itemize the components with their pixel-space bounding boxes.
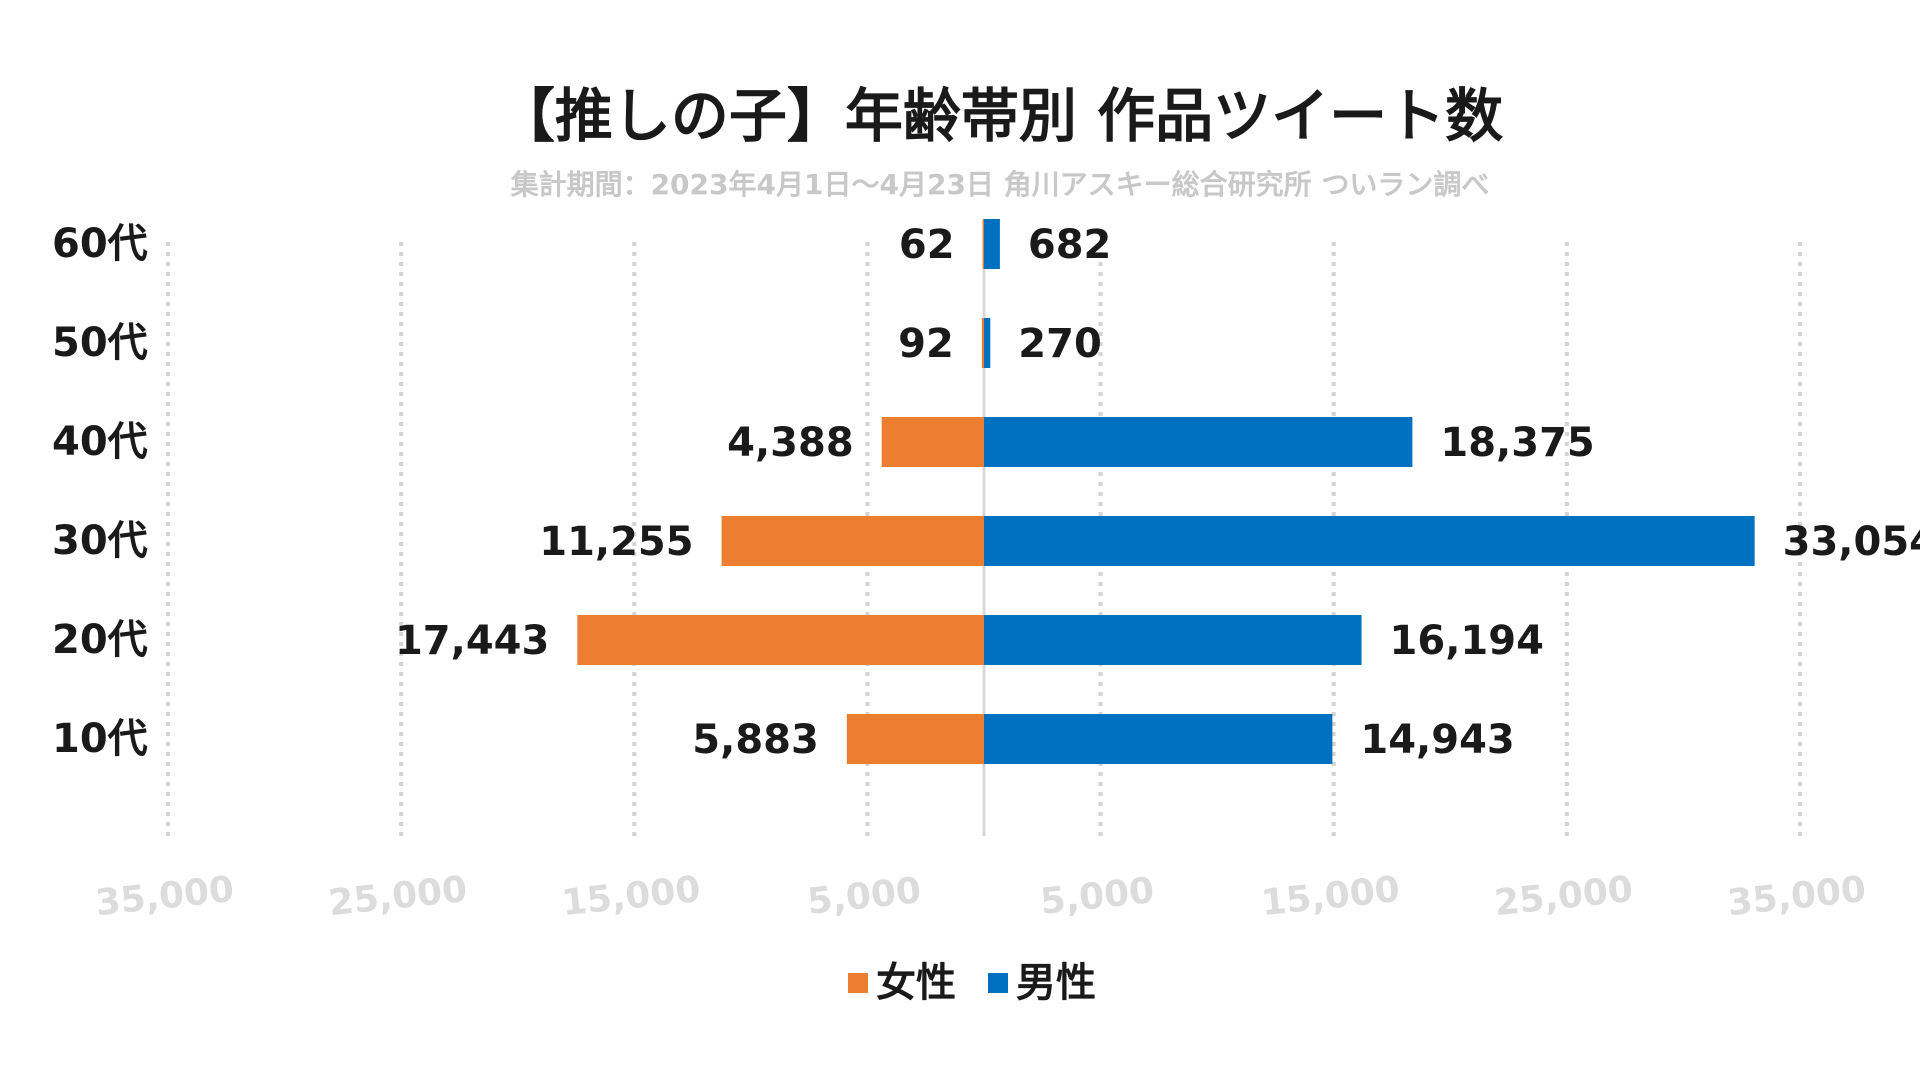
- chart-title: 【推しの子】年齢帯別 作品ツイート数: [497, 82, 1503, 150]
- legend-label: 男性: [1016, 960, 1096, 1006]
- legend-swatch: [988, 973, 1008, 993]
- data-label-female: 11,255: [539, 519, 693, 565]
- bar-male: [984, 219, 1000, 269]
- legend-label: 女性: [876, 960, 956, 1006]
- category-label: 40代: [52, 419, 148, 465]
- data-label-female: 62: [899, 222, 955, 268]
- bar-male: [984, 417, 1413, 467]
- data-label-female: 5,883: [692, 717, 819, 763]
- data-label-female: 17,443: [395, 618, 549, 664]
- x-tick-label: 5,000: [805, 870, 923, 923]
- legend: 女性 男性: [848, 960, 1096, 1006]
- label-layer: 60代 62 682 50代 92 270 40代 4,388 18,375 30代 11,255 3…: [52, 221, 1920, 763]
- category-label: 30代: [52, 518, 148, 564]
- data-label-male: 18,375: [1440, 420, 1594, 466]
- bar-female: [982, 219, 984, 269]
- data-label-male: 682: [1028, 222, 1112, 268]
- x-tick-label: 35,000: [1726, 869, 1868, 924]
- data-label-male: 16,194: [1390, 618, 1544, 664]
- data-label-male: 14,943: [1360, 717, 1514, 763]
- x-tick-label: 35,000: [94, 869, 236, 924]
- bar-female: [577, 615, 984, 665]
- bar-layer: [577, 219, 1755, 764]
- data-label-male: 33,054: [1783, 519, 1920, 565]
- chart-subtitle: 集計期間：2023年4月1日～4月23日 角川アスキー総合研究所 ついラン調べ: [510, 168, 1490, 201]
- x-tick-label: 25,000: [1492, 869, 1634, 924]
- axis-layer: 35,000 25,000 15,000 5,000 5,000 15,000 25,000…: [94, 869, 1868, 924]
- category-label: 60代: [52, 221, 148, 267]
- data-label-female: 92: [898, 321, 954, 367]
- bar-male: [984, 318, 991, 368]
- data-label-male: 270: [1018, 321, 1102, 367]
- category-label: 50代: [52, 320, 148, 366]
- bar-female: [881, 417, 984, 467]
- legend-item-female: 女性: [848, 960, 956, 1006]
- bar-male: [984, 516, 1755, 566]
- data-label-female: 4,388: [727, 420, 854, 466]
- bar-female: [846, 714, 984, 764]
- bar-female: [721, 516, 984, 566]
- category-label: 20代: [52, 617, 148, 663]
- legend-swatch: [848, 973, 868, 993]
- x-tick-label: 5,000: [1039, 870, 1157, 923]
- category-label: 10代: [52, 716, 148, 762]
- bar-male: [984, 615, 1362, 665]
- x-tick-label: 15,000: [1259, 869, 1401, 924]
- bar-female: [981, 318, 984, 368]
- x-tick-label: 25,000: [327, 869, 469, 924]
- x-tick-label: 15,000: [560, 869, 702, 924]
- legend-item-male: 男性: [988, 960, 1096, 1006]
- bar-male: [984, 714, 1333, 764]
